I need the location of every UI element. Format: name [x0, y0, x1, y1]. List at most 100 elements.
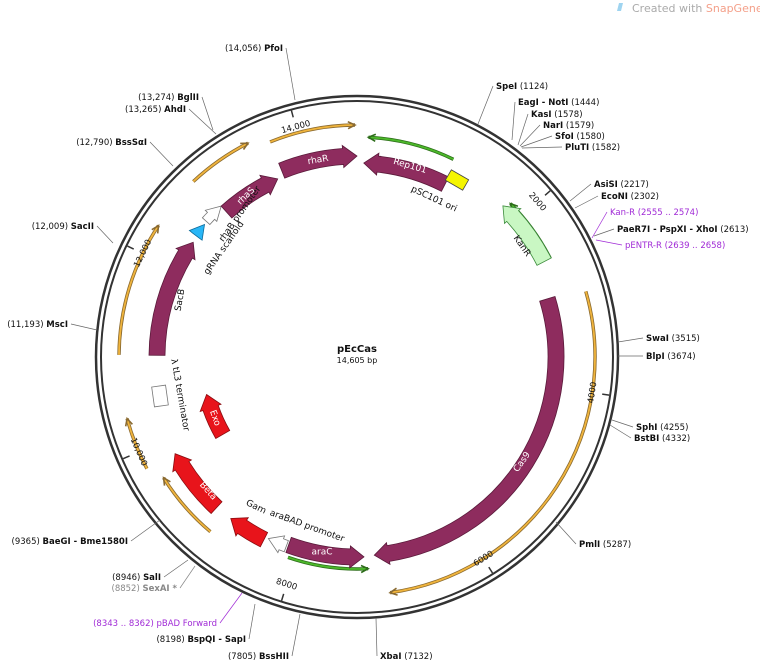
- green-primer-line: [287, 556, 369, 570]
- plasmid-size: 14,605 bp: [337, 356, 378, 365]
- site-label-name: PfoI: [264, 44, 283, 54]
- tick-label: 8000: [275, 577, 299, 593]
- tick-mark: [488, 566, 494, 574]
- site-label-position: (1580): [577, 132, 605, 142]
- site-label-position: (8852): [112, 584, 140, 594]
- origin-box: [444, 169, 470, 191]
- feature-arrow: [172, 453, 223, 515]
- site-label: (12,790) BssSαI: [76, 138, 147, 148]
- tick-mark: [280, 593, 285, 601]
- site-label-leader: [188, 108, 217, 135]
- orange-primer-line-head: [347, 120, 357, 130]
- site-label: PaeR7I - PspXI - XhoI (2613): [617, 225, 749, 235]
- feature-arrow: [502, 205, 552, 266]
- primer-label: (8343 .. 8362) pBAD Forward: [93, 619, 217, 629]
- orange-primer-line-head: [388, 587, 398, 596]
- site-label-name: SacII: [71, 222, 94, 232]
- site-label: SpeI (1124): [496, 82, 548, 92]
- primer-label: pENTR-R (2639 .. 2658): [625, 241, 725, 251]
- site-label-position: (1578): [554, 110, 582, 120]
- site-label-name: BssHII: [259, 652, 289, 662]
- site-label: (13,265) AhdI: [125, 105, 186, 115]
- site-label-leader: [555, 521, 577, 545]
- site-label-position: (12,790): [76, 138, 112, 148]
- primer-label-name: pENTR-R: [625, 241, 662, 251]
- site-label-position: (3515): [672, 334, 700, 344]
- orange-primer-line: [192, 141, 249, 183]
- site-label: (9365) BaeGI - Bme1580I: [12, 537, 128, 547]
- primer-label-leader: [591, 211, 608, 239]
- site-label-leader: [375, 617, 378, 657]
- site-label-leader: [611, 419, 634, 428]
- site-label-leader: [179, 565, 196, 589]
- site-label-leader: [130, 519, 161, 542]
- site-label-name: BglII: [177, 93, 199, 103]
- primer-label-leader: [219, 592, 243, 624]
- feature-arrow: [230, 517, 269, 548]
- site-label-position: (1579): [566, 121, 594, 131]
- watermark-icon: [617, 3, 623, 11]
- feature-label: araC: [311, 548, 332, 558]
- site-label: XbaI (7132): [380, 652, 433, 662]
- site-label: SphI (4255): [636, 423, 688, 433]
- backbone-outer: [94, 94, 620, 620]
- site-label-leader: [593, 228, 615, 237]
- plasmid-name: pEcCas: [337, 344, 377, 355]
- site-label-position: (8198): [156, 635, 184, 645]
- primer-label-name: pBAD Forward: [157, 619, 217, 629]
- site-label-name: BspQI - SapI: [187, 635, 246, 645]
- site-label-leader: [291, 613, 301, 657]
- site-label: KasI (1578): [531, 110, 583, 120]
- site-label-name: BaeGI - Bme1580I: [43, 537, 129, 547]
- site-label-position: (1124): [520, 82, 548, 92]
- green-primer-line: [368, 136, 454, 161]
- site-label: EcoNI (2302): [601, 192, 659, 202]
- green-primer-line-head: [366, 133, 377, 142]
- site-label: BlpI (3674): [646, 352, 696, 362]
- site-label-name: BlpI: [646, 352, 665, 362]
- site-label-name: EcoNI: [601, 192, 628, 202]
- orange-primer-line: [192, 142, 249, 183]
- site-label: (12,009) SacII: [32, 222, 94, 232]
- primer-label: Kan-R (2555 .. 2574): [610, 208, 698, 218]
- site-label-name: SalI: [143, 573, 161, 583]
- tick-mark: [127, 245, 135, 250]
- site-label: (8852) SexAI *: [112, 584, 178, 594]
- site-label-position: (2613): [720, 225, 748, 235]
- site-label-name: PluTI: [565, 143, 589, 153]
- site-label-name: SexAI *: [142, 584, 177, 594]
- site-label: (14,056) PfoI: [225, 44, 283, 54]
- orange-primer-line: [389, 291, 596, 594]
- site-label: PluTI (1582): [565, 143, 620, 153]
- site-label-position: (8946): [112, 573, 140, 583]
- feature-label: SacB: [174, 288, 188, 312]
- site-label-name: SpeI: [496, 82, 517, 92]
- feature-arrow: [363, 152, 450, 192]
- feature-arrow: [148, 241, 196, 356]
- site-label-leader: [511, 101, 516, 141]
- primer-label-name: Kan-R: [610, 208, 635, 218]
- site-label-name: AsiSI: [594, 180, 618, 190]
- site-label-position: (11,193): [7, 320, 43, 330]
- feature-arrow: [278, 144, 358, 179]
- green-primer-line: [368, 135, 455, 161]
- site-label-leader: [609, 424, 632, 439]
- site-label-position: (13,274): [138, 93, 174, 103]
- primer-label-position: (2555 .. 2574): [638, 208, 699, 218]
- site-label: SwaI (3515): [646, 334, 700, 344]
- feature-arrow: [285, 536, 365, 569]
- svg-text:Created with SnapGene®: Created with SnapGene®: [632, 2, 760, 15]
- site-label-leader: [617, 337, 644, 343]
- primer-label-position: (8343 .. 8362): [93, 619, 154, 629]
- site-label-name: BssSαI: [115, 138, 147, 148]
- site-label: (13,274) BglII: [138, 93, 199, 103]
- primer-label-position: (2639 .. 2658): [665, 241, 726, 251]
- site-label: BstBI (4332): [634, 434, 690, 444]
- site-label-position: (2302): [631, 192, 659, 202]
- feature-label: Gam: [244, 498, 267, 516]
- watermark: Created with SnapGene®: [617, 2, 760, 15]
- feature-arrow: [373, 295, 565, 566]
- site-label-leader: [517, 113, 529, 146]
- site-label: EagI - NotI (1444): [518, 98, 599, 108]
